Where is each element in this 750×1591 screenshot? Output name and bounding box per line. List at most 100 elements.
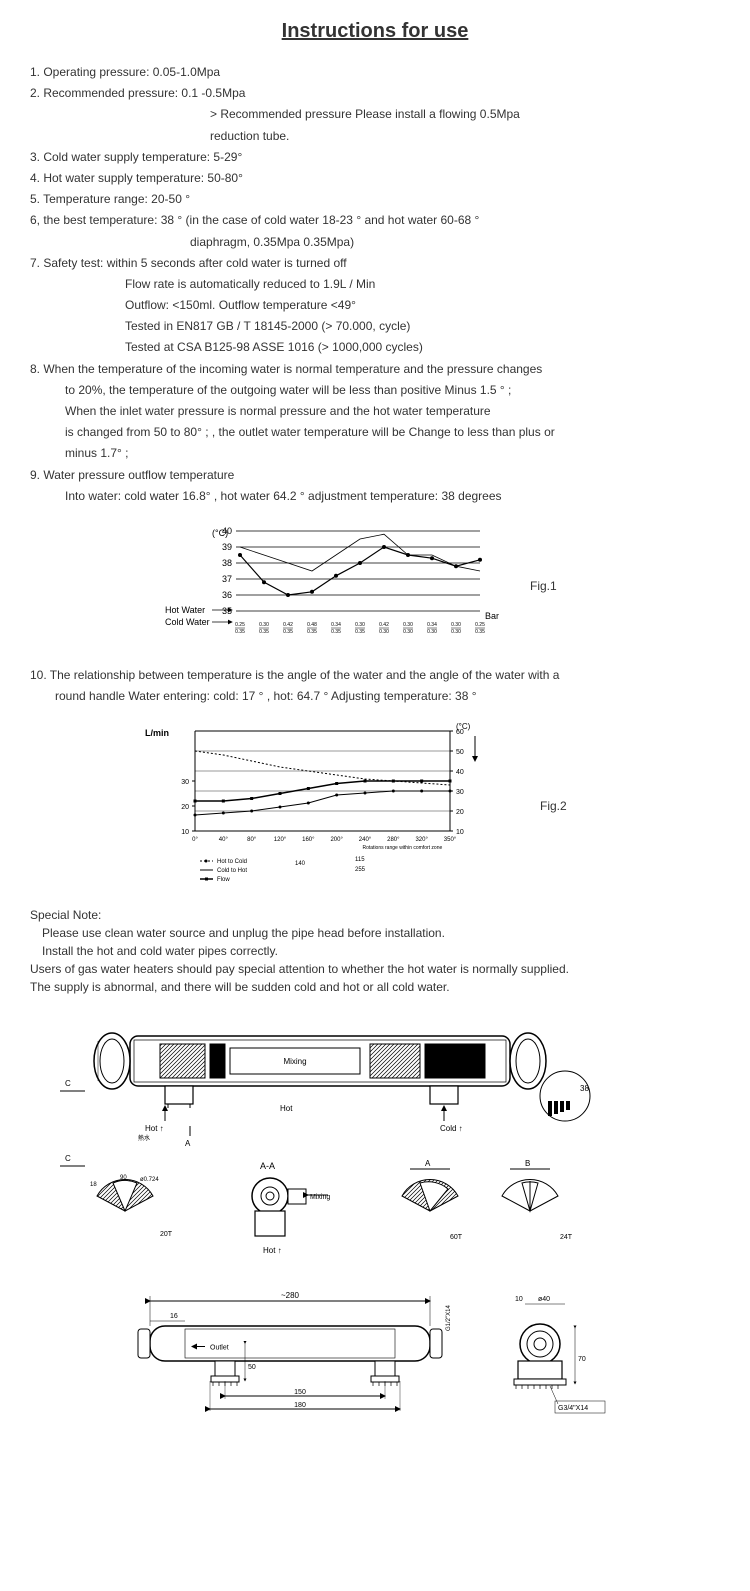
svg-text:150: 150 (294, 1389, 306, 1396)
fig-1-label: Fig.1 (530, 579, 557, 593)
special-note-heading: Special Note: (30, 906, 720, 924)
svg-text:Hot: Hot (280, 1104, 293, 1113)
svg-text:10: 10 (181, 829, 189, 836)
svg-text:0.30: 0.30 (451, 629, 461, 635)
special-note-line: Install the hot and cold water pipes cor… (30, 942, 720, 960)
svg-text:115: 115 (355, 857, 365, 863)
svg-text:0.30: 0.30 (259, 622, 269, 628)
svg-text:G1/2"X14: G1/2"X14 (446, 1305, 452, 1331)
svg-text:90: 90 (120, 1175, 127, 1181)
svg-text:38: 38 (222, 558, 232, 568)
spec-item: 2. Recommended pressure: 0.1 -0.5Mpa (30, 84, 720, 103)
svg-text:熱水: 熱水 (138, 1134, 150, 1142)
svg-text:Flow: Flow (217, 877, 230, 883)
svg-text:38: 38 (580, 1084, 589, 1093)
svg-text:36: 36 (222, 590, 232, 600)
svg-text:0.35: 0.35 (307, 629, 317, 635)
svg-text:0.42: 0.42 (283, 622, 293, 628)
svg-text:180: 180 (294, 1402, 306, 1409)
svg-text:0.30: 0.30 (403, 629, 413, 635)
svg-text:0.30: 0.30 (451, 622, 461, 628)
svg-text:0.30: 0.30 (427, 629, 437, 635)
svg-text:30: 30 (181, 779, 189, 786)
spec-item: Tested at CSA B125-98 ASSE 1016 (> 1000,… (30, 338, 720, 357)
fig-2-label: Fig.2 (540, 799, 567, 813)
spec-item: minus 1.7° ; (30, 444, 720, 463)
svg-text:350°: 350° (444, 837, 457, 843)
svg-text:255: 255 (355, 867, 366, 873)
spec-item: diaphragm, 0.35Mpa 0.35Mpa) (30, 233, 720, 252)
content-body: 1. Operating pressure: 0.05-1.0Mpa 2. Re… (30, 63, 720, 506)
svg-text:(°C): (°C) (212, 528, 228, 538)
svg-text:0.48: 0.48 (307, 622, 317, 628)
svg-text:C: C (65, 1079, 71, 1088)
svg-text:35: 35 (222, 606, 232, 616)
spec-item: 8. When the temperature of the incoming … (30, 360, 720, 379)
svg-text:40°: 40° (219, 837, 229, 843)
svg-text:0.30: 0.30 (403, 622, 413, 628)
spec-item: round handle Water entering: cold: 17 ° … (30, 687, 720, 706)
chart-2-container: 302010605040302010L/min(°C)0°40°80°120°1… (130, 721, 720, 891)
svg-text:39: 39 (222, 542, 232, 552)
svg-text:20: 20 (456, 809, 464, 816)
spec-item: reduction tube. (30, 127, 720, 146)
svg-text:30: 30 (456, 789, 464, 796)
svg-text:50: 50 (248, 1364, 256, 1371)
special-note-line: Users of gas water heaters should pay sp… (30, 960, 720, 978)
diagram-section: MixingHotHot ↑熱水ACCold ↑38C1890ø0.72420T… (30, 1016, 720, 1456)
svg-text:320°: 320° (415, 837, 428, 843)
svg-text:C: C (65, 1154, 71, 1163)
spec-item: 9. Water pressure outflow temperature (30, 466, 720, 485)
svg-text:40: 40 (456, 769, 464, 776)
spec-item: 3. Cold water supply temperature: 5-29° (30, 148, 720, 167)
svg-text:0.35: 0.35 (235, 629, 245, 635)
svg-text:0.35: 0.35 (259, 629, 269, 635)
svg-text:50: 50 (456, 749, 464, 756)
svg-text:~280: ~280 (281, 1291, 300, 1300)
svg-text:24T: 24T (560, 1234, 573, 1241)
page-title: Instructions for use (30, 20, 720, 43)
spec-item: > Recommended pressure Please install a … (30, 105, 720, 124)
svg-text:Cold Water: Cold Water (165, 617, 210, 627)
spec-item: to 20%, the temperature of the outgoing … (30, 381, 720, 400)
spec-item: Into water: cold water 16.8° , hot water… (30, 487, 720, 506)
svg-text:60T: 60T (450, 1234, 463, 1241)
svg-text:10: 10 (456, 829, 464, 836)
spec-item: 10. The relationship between temperature… (30, 666, 720, 685)
svg-text:Outlet: Outlet (210, 1345, 229, 1352)
svg-text:37: 37 (222, 574, 232, 584)
svg-text:G3/4"X14: G3/4"X14 (558, 1405, 588, 1412)
svg-text:Hot to Cold: Hot to Cold (217, 859, 247, 865)
svg-text:A: A (425, 1159, 431, 1168)
spec-item: 7. Safety test: within 5 seconds after c… (30, 254, 720, 273)
content-body-2: 10. The relationship between temperature… (30, 666, 720, 706)
svg-text:A: A (185, 1139, 191, 1148)
svg-text:B: B (525, 1159, 530, 1168)
svg-text:ø40: ø40 (538, 1296, 550, 1303)
svg-text:10: 10 (515, 1296, 523, 1303)
svg-text:0.30: 0.30 (355, 622, 365, 628)
svg-text:20: 20 (181, 804, 189, 811)
spec-item: 6, the best temperature: 38 ° (in the ca… (30, 211, 720, 230)
svg-text:Hot ↑: Hot ↑ (263, 1246, 282, 1255)
svg-text:0.34: 0.34 (331, 622, 341, 628)
svg-text:(°C): (°C) (456, 722, 471, 731)
svg-text:160°: 160° (302, 837, 315, 843)
svg-text:120°: 120° (274, 837, 287, 843)
spec-item: Flow rate is automatically reduced to 1.… (30, 275, 720, 294)
spec-item: Outflow: <150ml. Outflow temperature <49… (30, 296, 720, 315)
spec-item: When the inlet water pressure is normal … (30, 402, 720, 421)
spec-item: Tested in EN817 GB / T 18145-2000 (> 70.… (30, 317, 720, 336)
svg-text:140: 140 (295, 861, 306, 867)
svg-text:0.35: 0.35 (355, 629, 365, 635)
svg-text:Rotations range within comfort: Rotations range within comfort zone (363, 845, 443, 851)
svg-text:Bar: Bar (485, 611, 499, 621)
svg-text:240°: 240° (359, 837, 372, 843)
svg-text:18: 18 (90, 1182, 97, 1188)
spec-item: 5. Temperature range: 20-50 ° (30, 190, 720, 209)
svg-text:A-A: A-A (260, 1161, 275, 1171)
chart-1-container: 403938373635(°C)0.250.350.300.350.420.35… (160, 521, 720, 651)
svg-text:20T: 20T (160, 1231, 173, 1238)
svg-text:0°: 0° (192, 837, 198, 843)
special-note-line: Please use clean water source and unplug… (30, 924, 720, 942)
